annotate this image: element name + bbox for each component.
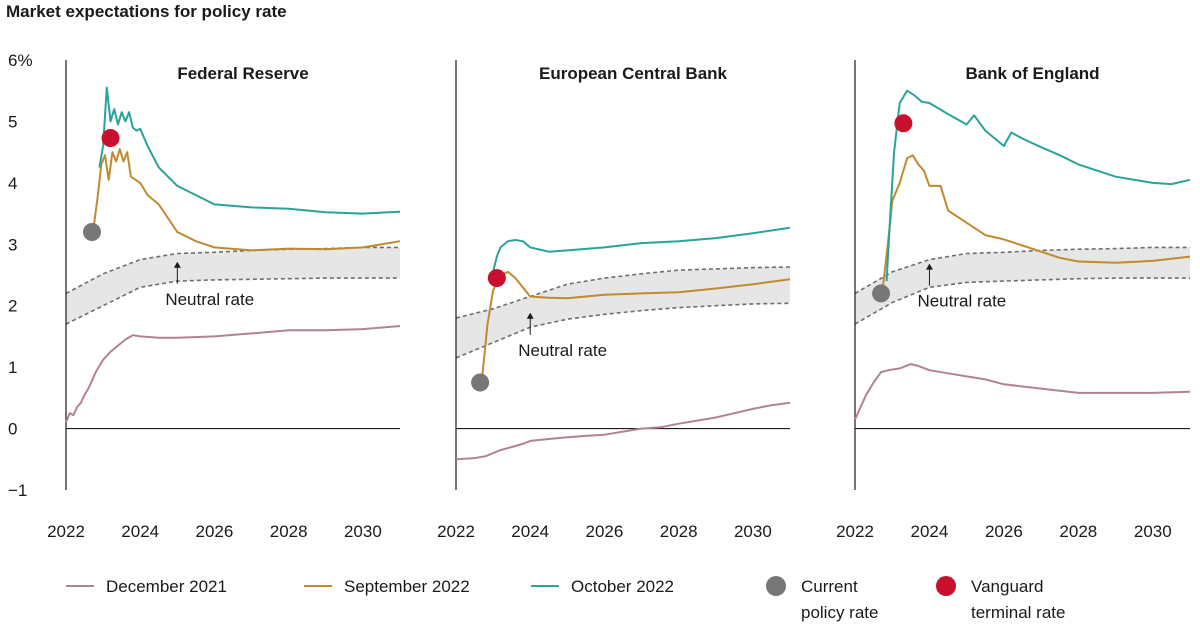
- series-line-october-2022: [488, 226, 791, 282]
- panel-title: European Central Bank: [539, 64, 728, 83]
- panel-title: Bank of England: [965, 64, 1099, 83]
- neutral-band-upper-line: [65, 246, 400, 295]
- x-tick-label: 2024: [911, 522, 949, 541]
- y-tick-label: 6%: [8, 51, 33, 70]
- x-tick-label: 2022: [836, 522, 874, 541]
- page-title: Market expectations for policy rate: [6, 2, 287, 21]
- legend: December 2021 September 2022 October 2022 C…: [66, 576, 1065, 622]
- panel-2: European Central Bank Neutral rate 2022 202…: [437, 60, 791, 541]
- vanguard-terminal-rate-dot: [894, 114, 913, 133]
- legend-label: December 2021: [106, 577, 227, 596]
- x-tick-label: 2030: [344, 522, 382, 541]
- neutral-rate-label: Neutral rate: [518, 341, 607, 360]
- neutral-rate-label: Neutral rate: [917, 292, 1006, 311]
- legend-swatch-dot: [936, 576, 956, 596]
- y-tick-label: 3: [8, 235, 17, 254]
- x-tick-label: 2030: [1134, 522, 1172, 541]
- neutral-rate-label: Neutral rate: [165, 290, 254, 309]
- y-tick-label: 4: [8, 174, 17, 193]
- x-tick-label: 2026: [586, 522, 624, 541]
- annotation-arrow-head: [925, 263, 933, 270]
- legend-label: terminal rate: [971, 603, 1065, 622]
- neutral-band-upper-line: [455, 266, 791, 319]
- series-line-october-2022: [885, 89, 1191, 282]
- neutral-rate-band: [456, 267, 790, 358]
- legend-label: September 2022: [344, 577, 470, 596]
- panel-1: Federal Reserve Neutral rate 2022 2024 2026 2…: [47, 60, 401, 541]
- x-tick-label: 2026: [196, 522, 234, 541]
- series-line-december-2021: [65, 325, 401, 423]
- neutral-band-lower-line: [65, 277, 400, 325]
- panel-title: Federal Reserve: [177, 64, 308, 83]
- panel-3: Bank of England Neutral rate 2022 2024 2026 2…: [836, 60, 1191, 541]
- legend-label: Vanguard: [971, 577, 1043, 596]
- series-line-october-2022: [98, 86, 401, 215]
- x-tick-label: 2024: [511, 522, 549, 541]
- x-tick-label: 2022: [47, 522, 85, 541]
- annotation-arrow-head: [526, 312, 534, 319]
- y-tick-label: 0: [8, 420, 17, 439]
- annotation-arrow-head: [173, 261, 181, 268]
- series-line-december-2021: [854, 363, 1191, 420]
- x-tick-label: 2026: [985, 522, 1023, 541]
- neutral-rate-band: [66, 247, 400, 325]
- x-tick-label: 2024: [121, 522, 159, 541]
- y-tick-label: 5: [8, 112, 17, 131]
- x-tick-label: 2022: [437, 522, 475, 541]
- current-policy-rate-dot: [471, 373, 490, 392]
- series-line-december-2021: [455, 401, 791, 461]
- x-tick-label: 2028: [1059, 522, 1097, 541]
- current-policy-rate-dot: [82, 223, 101, 241]
- legend-label: policy rate: [801, 603, 878, 622]
- neutral-band-upper-line: [854, 246, 1190, 295]
- y-tick-label: 1: [8, 358, 17, 377]
- neutral-rate-band: [855, 247, 1190, 325]
- series-line-september-2022: [92, 148, 401, 252]
- x-tick-label: 2028: [270, 522, 308, 541]
- legend-label: Current: [801, 577, 858, 596]
- legend-label: October 2022: [571, 577, 674, 596]
- vanguard-terminal-rate-dot: [101, 129, 120, 148]
- current-policy-rate-dot: [872, 284, 891, 303]
- y-tick-label: −1: [8, 481, 27, 500]
- y-tick-label: 2: [8, 297, 17, 316]
- vanguard-terminal-rate-dot: [487, 269, 506, 288]
- x-tick-label: 2028: [660, 522, 698, 541]
- series-line-september-2022: [881, 154, 1191, 288]
- legend-swatch-dot: [766, 576, 786, 596]
- x-tick-label: 2030: [734, 522, 772, 541]
- neutral-band-lower-line: [854, 277, 1190, 325]
